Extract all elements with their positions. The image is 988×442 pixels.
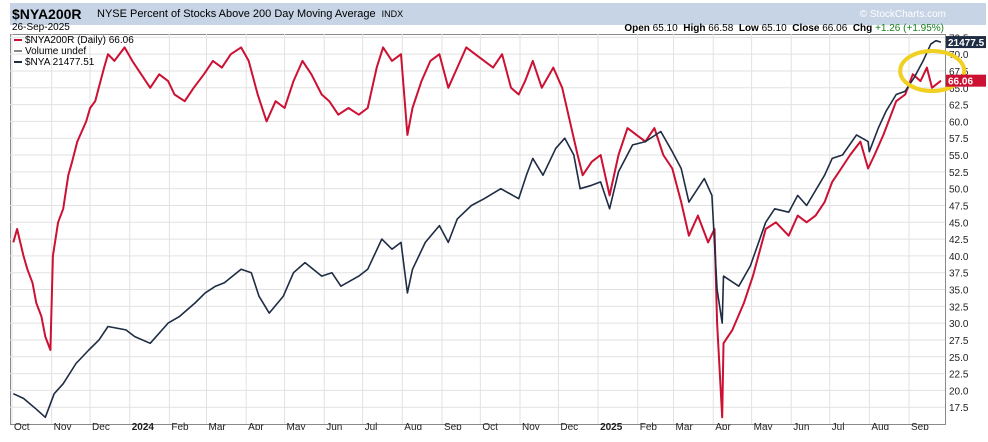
x-tick-label: Apr	[248, 422, 264, 430]
x-tick-label: Aug	[871, 422, 889, 430]
x-tick-label: Dec	[92, 422, 110, 430]
y-tick-label: 35.0	[949, 286, 969, 297]
date-label: 26-Sep-2025	[12, 22, 70, 33]
x-tick-label: Oct	[14, 422, 30, 430]
y-tick-label: 65.0	[949, 84, 969, 95]
high-value: 66.58	[708, 23, 734, 34]
y-tick-label: 17.5	[949, 403, 969, 414]
y-tick-label: 57.5	[949, 134, 969, 145]
symbol-label: $NYA200R	[12, 6, 82, 22]
x-tick-label: Mar	[676, 422, 694, 430]
x-tick-label: Aug	[404, 422, 422, 430]
x-tick-label: Nov	[54, 422, 72, 430]
low-value: 65.10	[761, 23, 787, 34]
nya-last-value-box	[946, 36, 986, 49]
y-tick-label: 22.5	[949, 370, 969, 381]
x-tick-label: Feb	[171, 422, 189, 430]
x-tick-label: 2025	[600, 422, 623, 430]
open-label: Open	[624, 23, 650, 34]
y-tick-label: 20.0	[949, 386, 969, 397]
ohlc-readout: Open 65.10 High 66.58 Low 65.10 Close 66…	[624, 23, 944, 34]
low-label: Low	[738, 23, 759, 34]
high-label: High	[683, 23, 706, 34]
x-tick-label: Mar	[209, 422, 227, 430]
x-tick-label: Jun	[793, 422, 809, 430]
y-tick-label: 70.0	[949, 50, 969, 61]
plot-area	[10, 34, 946, 425]
y-tick-label: 62.5	[949, 101, 969, 112]
highlight-annotation	[898, 48, 967, 93]
x-tick-label: Sep	[444, 422, 462, 430]
y-tick-label: 25.0	[949, 353, 969, 364]
open-value: 65.10	[652, 23, 678, 34]
legend-item-nya: $NYA 21477.51	[14, 57, 94, 68]
y-tick-label: 67.5	[949, 67, 969, 78]
chg-value: +1.26 (+1.95%)	[875, 23, 944, 34]
legend-volume-text: Volume undef	[25, 46, 87, 57]
y-tick-label: 27.5	[949, 336, 969, 347]
x-tick-label: Nov	[522, 422, 540, 430]
pct-last-value-text: 66.06	[948, 77, 973, 88]
x-tick-label: Jul	[365, 422, 378, 430]
title-bar: $NYA200R NYSE Percent of Stocks Above 20…	[10, 3, 986, 25]
y-tick-label: 45.0	[949, 218, 969, 229]
description-text: NYSE Percent of Stocks Above 200 Day Mov…	[97, 8, 376, 20]
legend-item-pct: $NYA200R (Daily) 66.06	[14, 35, 134, 46]
series-line-nya	[12, 39, 942, 419]
x-tick-label: May	[754, 422, 773, 430]
x-tick-label: Feb	[640, 422, 658, 430]
y-tick-label: 52.5	[949, 168, 969, 179]
y-tick-label: 47.5	[949, 201, 969, 212]
y-tick-label: 30.0	[949, 319, 969, 330]
y-tick-label: 42.5	[949, 235, 969, 246]
y-tick-label: 32.5	[949, 302, 969, 313]
close-label: Close	[792, 23, 820, 34]
x-tick-label: Sep	[911, 422, 929, 430]
series-line-pct	[12, 46, 942, 419]
legend-item-volume: Volume undef	[14, 46, 86, 57]
x-tick-label: Apr	[715, 422, 731, 430]
x-tick-label: May	[287, 422, 306, 430]
y-tick-label: 37.5	[949, 269, 969, 280]
close-value: 66.06	[822, 23, 848, 34]
x-tick-label: Jul	[832, 422, 845, 430]
x-tick-label: 2024	[132, 422, 155, 430]
y-tick-label: 40.0	[949, 252, 969, 263]
legend-nya-text: $NYA 21477.51	[25, 57, 95, 68]
legend-pct-text: $NYA200R (Daily) 66.06	[25, 35, 134, 46]
chg-label: Chg	[852, 23, 873, 34]
x-tick-label: Oct	[482, 422, 498, 430]
nya-last-value-text: 21477.5	[948, 38, 985, 49]
copyright-label: © StockCharts.com	[859, 9, 946, 20]
y-tick-label: 55.0	[949, 151, 969, 162]
exchange-label: INDX	[381, 9, 404, 19]
y-tick-label: 50.0	[949, 185, 969, 196]
pct-last-value-box	[946, 74, 986, 87]
y-tick-label: 60.0	[949, 117, 969, 128]
description-label: NYSE Percent of Stocks Above 200 Day Mov…	[97, 8, 403, 20]
price-chart[interactable]: 17.5 20.0 22.5 25.0 27.5 30.0 32.5 35.0 37.5 40.0…	[10, 34, 986, 430]
x-tick-label: Dec	[560, 422, 578, 430]
x-tick-label: Jun	[326, 422, 342, 430]
